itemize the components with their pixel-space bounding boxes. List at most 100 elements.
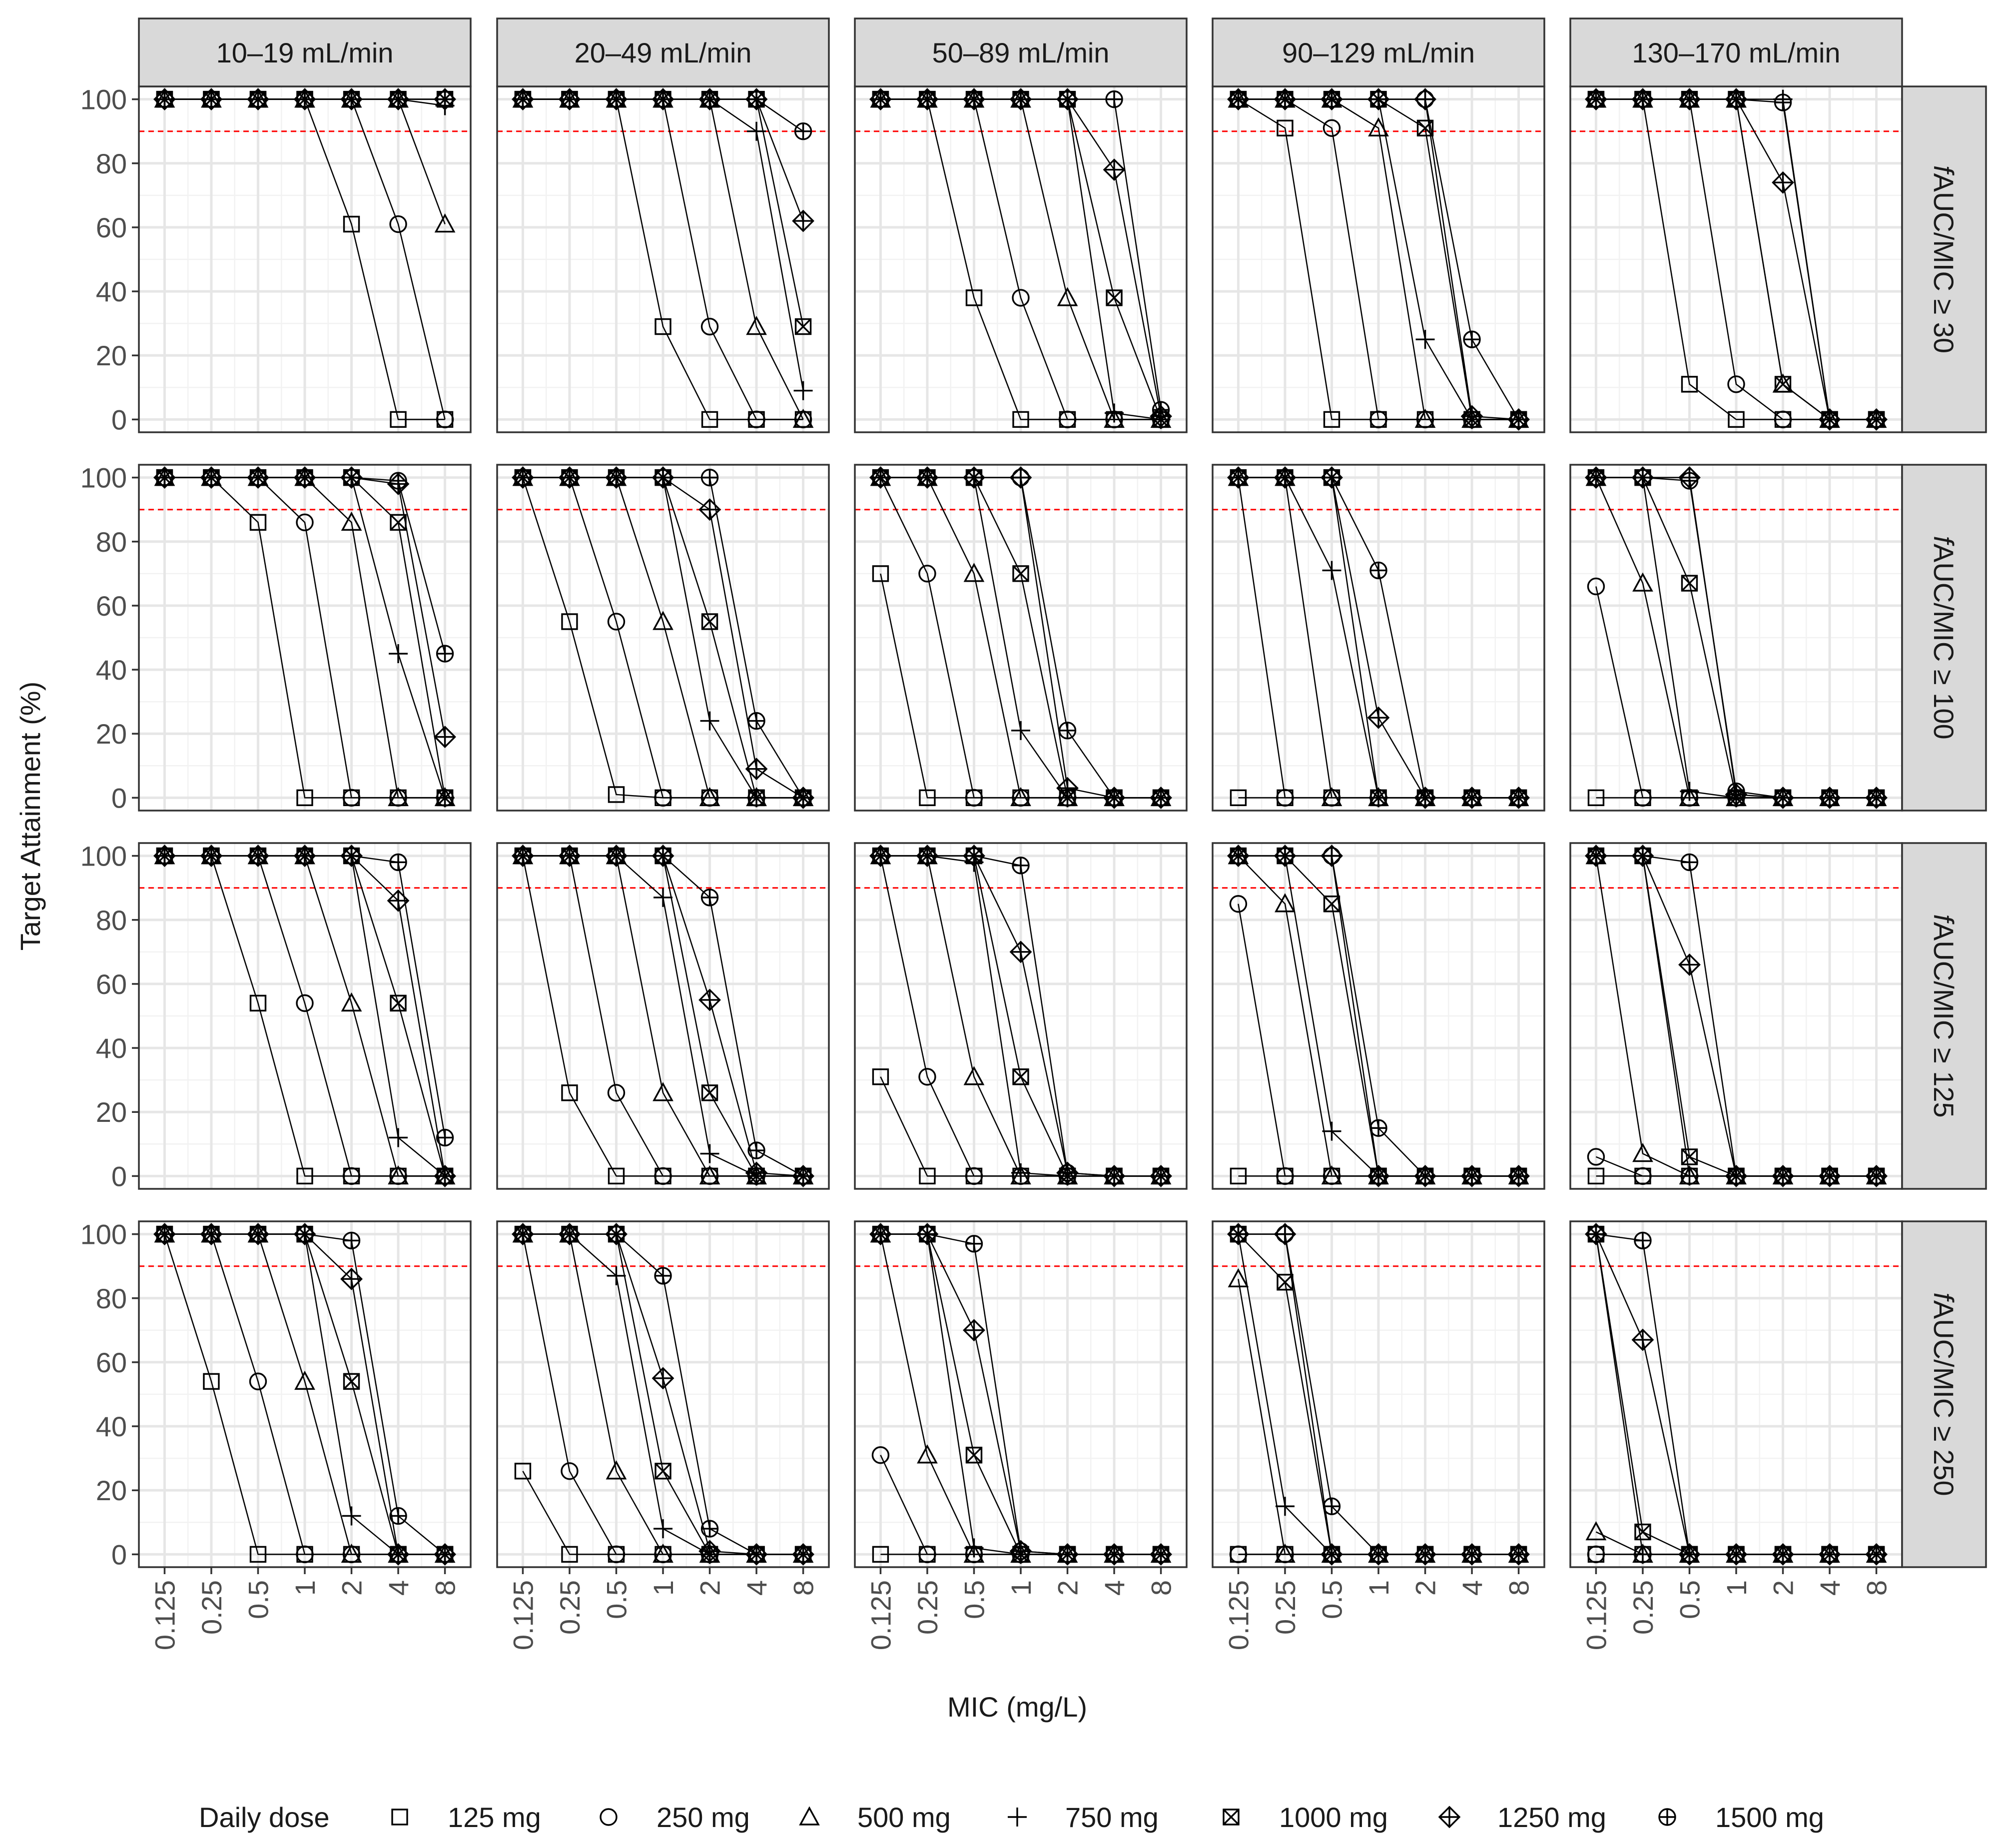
data-point bbox=[249, 90, 267, 108]
x-tick-label: 0.125 bbox=[865, 1580, 896, 1650]
data-point bbox=[1867, 789, 1886, 807]
x-tick-label: 0.125 bbox=[1223, 1580, 1254, 1650]
data-point bbox=[1105, 90, 1123, 108]
data-point bbox=[1105, 1167, 1123, 1185]
data-point bbox=[1367, 1164, 1390, 1187]
data-point bbox=[794, 318, 812, 335]
series-1500-mg bbox=[155, 90, 454, 108]
data-point bbox=[1012, 1542, 1030, 1560]
panel-border bbox=[138, 842, 472, 1190]
x-tick-label: 0.5 bbox=[1316, 1580, 1347, 1619]
y-axis-row-2: 0 20 40 60 80 100 bbox=[80, 462, 139, 814]
data-point bbox=[1772, 171, 1794, 194]
legend-key bbox=[1438, 1806, 1461, 1829]
data-point bbox=[1011, 1163, 1030, 1182]
data-point bbox=[918, 90, 936, 108]
data-point bbox=[296, 468, 314, 487]
data-point bbox=[1634, 1231, 1652, 1250]
data-point bbox=[1369, 561, 1387, 580]
strip-bg bbox=[138, 17, 472, 87]
data-point bbox=[1727, 782, 1745, 801]
data-point bbox=[294, 1370, 315, 1390]
x-tick-label: 1 bbox=[648, 1580, 679, 1596]
data-point bbox=[1230, 1167, 1247, 1185]
data-point bbox=[1010, 1165, 1031, 1185]
data-point bbox=[1321, 1165, 1342, 1185]
x-axis-col-3: 0.125 0.25 0.5 1 2 4 8 bbox=[865, 1567, 1177, 1650]
data-point bbox=[202, 468, 220, 487]
strip-bg bbox=[1901, 1220, 1987, 1568]
data-point bbox=[1679, 787, 1700, 807]
x-tick-label: 4 bbox=[1814, 1580, 1846, 1596]
legend: Daily dose 125 mg 250 mg 500 mg 750 mg 1000 m… bbox=[199, 1802, 1824, 1833]
data-point bbox=[389, 853, 407, 872]
data-point bbox=[1152, 789, 1170, 807]
data-point bbox=[654, 468, 672, 487]
series-1500-mg bbox=[1229, 90, 1528, 429]
data-point bbox=[653, 611, 673, 630]
data-point bbox=[342, 468, 361, 487]
data-point bbox=[1230, 789, 1247, 807]
data-point bbox=[202, 90, 220, 108]
data-point bbox=[436, 1128, 454, 1147]
data-point bbox=[249, 1225, 267, 1243]
data-point bbox=[1463, 1167, 1481, 1185]
data-point bbox=[1631, 1328, 1654, 1351]
data-point bbox=[701, 613, 718, 630]
data-point bbox=[436, 90, 454, 108]
data-point bbox=[1680, 90, 1699, 108]
y-tick-label: 20 bbox=[96, 1475, 127, 1506]
data-point bbox=[1415, 330, 1435, 349]
data-point bbox=[1509, 789, 1528, 807]
data-point bbox=[747, 1545, 765, 1564]
x-tick-label: 0.5 bbox=[1674, 1580, 1705, 1619]
data-point bbox=[963, 1319, 985, 1342]
data-point bbox=[1010, 787, 1031, 807]
data-point bbox=[607, 847, 626, 865]
data-point bbox=[793, 381, 813, 400]
data-point bbox=[1587, 577, 1605, 596]
data-point bbox=[1276, 1167, 1294, 1185]
data-point bbox=[434, 726, 456, 749]
data-point bbox=[1774, 410, 1792, 429]
y-tick-label: 100 bbox=[80, 841, 127, 872]
data-point bbox=[1012, 468, 1030, 487]
data-point bbox=[1322, 1121, 1341, 1141]
data-point bbox=[698, 1540, 721, 1563]
data-point bbox=[1463, 789, 1481, 807]
data-point bbox=[249, 514, 267, 531]
legend-title: Daily dose bbox=[199, 1802, 329, 1833]
y-tick-label: 60 bbox=[96, 968, 127, 1000]
data-point bbox=[654, 1267, 672, 1285]
data-point bbox=[155, 90, 174, 108]
data-point bbox=[748, 789, 765, 807]
data-point bbox=[1681, 575, 1698, 592]
data-point bbox=[514, 847, 532, 865]
data-point bbox=[1460, 405, 1483, 428]
panel-border bbox=[1212, 464, 1545, 812]
data-point bbox=[1680, 1166, 1699, 1186]
data-point bbox=[1009, 940, 1032, 963]
data-point bbox=[1416, 1167, 1434, 1185]
series-1500-mg bbox=[871, 1225, 1170, 1564]
x-tick-label: 1 bbox=[1005, 1580, 1037, 1596]
data-point bbox=[203, 1373, 220, 1390]
row-strip-1: fAUC/MIC ≥ 30 bbox=[1901, 85, 1987, 433]
data-point bbox=[514, 90, 532, 108]
data-point bbox=[1275, 893, 1296, 913]
row-strip-3: fAUC/MIC ≥ 125 bbox=[1901, 842, 1987, 1190]
data-point bbox=[389, 472, 407, 490]
data-point bbox=[964, 1538, 984, 1558]
series-1500-mg bbox=[514, 1225, 812, 1564]
strip-bg bbox=[1569, 17, 1903, 87]
data-point bbox=[1229, 1545, 1248, 1564]
panel-r2-c4 bbox=[1212, 464, 1545, 812]
data-point bbox=[434, 1164, 456, 1187]
data-point bbox=[436, 1545, 454, 1564]
data-point bbox=[341, 511, 362, 531]
data-point bbox=[1012, 1068, 1029, 1085]
data-point bbox=[1276, 468, 1294, 487]
data-point bbox=[1012, 857, 1030, 875]
data-point bbox=[700, 1144, 719, 1163]
